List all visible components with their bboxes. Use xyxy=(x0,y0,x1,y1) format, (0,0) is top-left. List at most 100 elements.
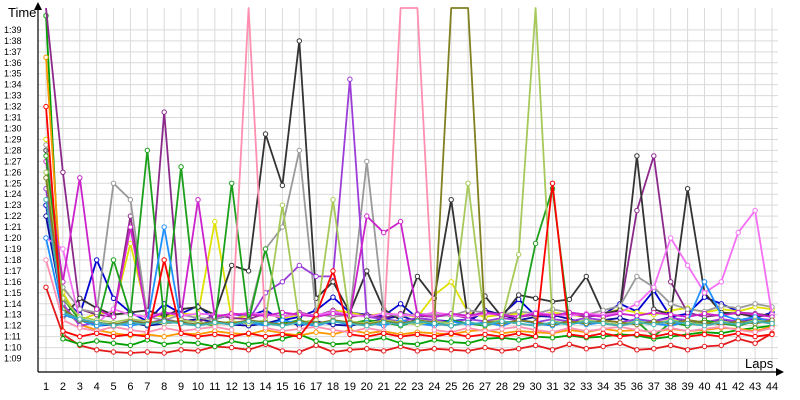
data-point xyxy=(448,279,454,285)
series-line xyxy=(45,15,773,348)
y-tick-label: 1:29 xyxy=(4,134,22,144)
data-point xyxy=(617,315,623,321)
data-point xyxy=(245,318,252,324)
data-point xyxy=(701,331,708,338)
data-point xyxy=(195,348,201,354)
data-point xyxy=(43,175,49,181)
data-point xyxy=(684,328,691,334)
data-point xyxy=(364,338,370,344)
x-tick-label: 17 xyxy=(310,381,322,393)
data-point xyxy=(347,347,353,353)
data-point xyxy=(532,342,539,349)
series-line xyxy=(45,106,773,338)
data-point xyxy=(516,346,522,352)
data-point xyxy=(735,330,741,336)
data-point xyxy=(212,324,218,330)
data-point xyxy=(330,341,336,347)
data-point xyxy=(110,349,117,355)
data-point xyxy=(381,348,387,354)
data-point xyxy=(279,348,286,354)
data-point xyxy=(60,328,66,334)
y-tick-label: 1:16 xyxy=(4,277,22,287)
y-tick-label: 1:15 xyxy=(4,288,22,298)
x-tick-label: 4 xyxy=(94,381,100,393)
data-point xyxy=(110,314,117,320)
series-line xyxy=(45,78,773,327)
data-point xyxy=(634,153,640,159)
data-point xyxy=(127,224,134,230)
y-tick-label: 1:24 xyxy=(4,189,22,199)
data-point xyxy=(262,246,269,252)
data-point xyxy=(735,305,741,311)
data-point xyxy=(617,333,623,340)
series-line xyxy=(45,205,773,323)
data-point xyxy=(397,218,404,225)
data-point xyxy=(397,312,404,318)
data-point xyxy=(110,295,117,301)
data-point xyxy=(465,333,471,340)
data-point xyxy=(313,342,319,349)
data-point xyxy=(634,327,640,333)
series-lines xyxy=(43,7,775,356)
data-point xyxy=(617,340,623,346)
x-tick-label: 34 xyxy=(597,381,609,393)
data-point xyxy=(77,316,83,322)
data-point xyxy=(330,349,336,355)
data-point xyxy=(684,333,691,340)
x-tick-label: 22 xyxy=(394,381,406,393)
data-point xyxy=(161,350,167,356)
data-point xyxy=(516,292,522,298)
data-point xyxy=(127,319,134,326)
data-point xyxy=(549,180,556,187)
data-point xyxy=(77,325,83,331)
y-tick-label: 1:09 xyxy=(4,354,22,364)
data-point xyxy=(752,207,758,214)
series-line xyxy=(45,286,773,354)
data-point xyxy=(448,339,454,345)
data-point xyxy=(549,319,556,326)
data-point xyxy=(684,306,691,312)
y-tick-label: 1:23 xyxy=(4,200,22,210)
x-tick-label: 25 xyxy=(445,381,457,393)
data-point xyxy=(262,320,269,327)
data-point xyxy=(330,310,336,317)
series-line xyxy=(45,149,773,338)
x-tick-label: 9 xyxy=(178,381,184,393)
data-point xyxy=(229,321,235,328)
data-point xyxy=(245,347,252,353)
data-point xyxy=(330,294,336,300)
data-point xyxy=(94,319,100,326)
y-tick-label: 1:35 xyxy=(4,69,22,79)
x-tick-label: 1 xyxy=(43,381,49,393)
y-tick-label: 1:26 xyxy=(4,167,22,177)
data-point xyxy=(769,331,775,338)
data-point xyxy=(431,346,437,352)
data-point xyxy=(279,279,286,285)
x-axis-arrow-icon xyxy=(776,368,784,376)
data-point xyxy=(499,326,505,332)
data-point xyxy=(161,318,167,324)
data-point xyxy=(296,333,302,340)
series xyxy=(43,103,775,340)
y-tick-label: 1:22 xyxy=(4,211,22,221)
x-tick-label: 13 xyxy=(242,381,254,393)
data-point xyxy=(60,246,66,252)
y-tick-label: 1:32 xyxy=(4,102,22,112)
y-tick-label: 1:34 xyxy=(4,80,22,90)
data-point xyxy=(735,336,741,342)
data-point xyxy=(414,331,421,338)
data-point xyxy=(752,329,758,335)
data-point xyxy=(262,131,269,137)
data-point xyxy=(651,153,657,159)
data-point xyxy=(195,197,201,203)
y-tick-label: 1:37 xyxy=(4,47,22,57)
data-point xyxy=(735,309,741,316)
x-tick-label: 3 xyxy=(77,381,83,393)
data-point xyxy=(600,343,606,350)
x-tick-label: 7 xyxy=(144,381,150,393)
data-point xyxy=(701,343,708,350)
y-tick-label: 1:39 xyxy=(4,25,22,35)
data-point xyxy=(532,295,539,301)
y-tick-label: 1:21 xyxy=(4,222,22,232)
data-point xyxy=(617,328,623,334)
